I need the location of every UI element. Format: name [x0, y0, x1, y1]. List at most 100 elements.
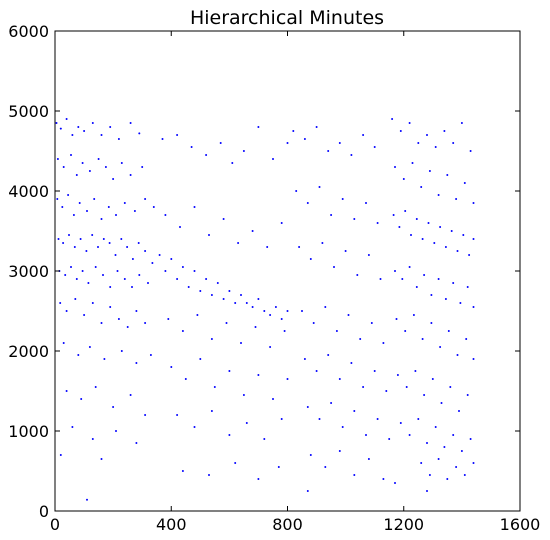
data-point	[56, 158, 59, 160]
data-point	[242, 150, 245, 152]
data-point	[115, 214, 117, 216]
data-point	[459, 302, 462, 304]
data-point	[324, 466, 327, 468]
data-point	[116, 270, 119, 272]
data-point	[129, 122, 132, 124]
data-point	[472, 358, 475, 360]
data-point	[102, 238, 105, 240]
data-point	[120, 350, 123, 352]
data-point	[83, 314, 86, 316]
data-point	[272, 398, 274, 400]
data-point	[208, 234, 210, 236]
data-point	[234, 302, 237, 304]
data-point	[350, 154, 353, 156]
data-point	[404, 330, 407, 332]
data-point	[472, 202, 475, 204]
data-point	[91, 122, 94, 124]
data-point	[469, 438, 472, 440]
data-point	[286, 378, 289, 380]
data-point	[286, 310, 289, 312]
data-point	[468, 254, 471, 256]
data-point	[449, 386, 452, 388]
data-point	[344, 250, 347, 252]
data-point	[430, 322, 433, 324]
data-point	[83, 130, 86, 132]
data-point	[193, 270, 196, 272]
data-point	[382, 342, 385, 344]
data-point	[193, 206, 196, 208]
data-point	[338, 450, 341, 452]
data-point	[423, 394, 426, 396]
data-point	[75, 278, 78, 280]
data-point	[176, 278, 179, 280]
data-point	[228, 290, 231, 292]
data-point	[405, 386, 408, 388]
data-point	[353, 474, 356, 476]
data-point	[318, 418, 321, 420]
data-point	[117, 138, 120, 140]
data-point	[88, 346, 91, 348]
data-point	[439, 226, 442, 228]
data-point	[446, 174, 449, 176]
data-point	[394, 482, 396, 484]
data-point	[234, 462, 237, 464]
data-point	[257, 126, 260, 128]
data-point	[428, 474, 431, 476]
data-point	[423, 274, 426, 276]
data-point	[341, 426, 344, 428]
data-point	[466, 394, 469, 396]
data-point	[56, 198, 59, 200]
data-point	[170, 366, 173, 368]
data-point	[431, 378, 434, 380]
data-point	[138, 274, 141, 276]
data-point	[362, 134, 365, 136]
data-point	[277, 466, 280, 468]
data-point	[75, 174, 78, 176]
data-point	[120, 238, 123, 240]
data-point	[57, 238, 60, 240]
data-point	[131, 286, 133, 288]
data-point	[365, 202, 367, 204]
data-point	[450, 230, 453, 232]
data-point	[109, 306, 112, 308]
data-point	[395, 318, 398, 320]
data-point	[251, 306, 254, 308]
data-point	[102, 274, 104, 276]
data-point	[257, 374, 260, 376]
data-point	[199, 290, 202, 292]
data-point	[415, 286, 418, 288]
data-point	[327, 354, 330, 356]
data-point	[144, 198, 147, 200]
data-point	[298, 246, 301, 248]
data-point	[309, 258, 312, 260]
data-point	[376, 418, 379, 420]
data-point	[338, 142, 341, 144]
data-point	[280, 318, 283, 320]
data-point	[117, 318, 120, 320]
data-point	[81, 162, 84, 164]
data-point	[443, 446, 446, 448]
data-point	[362, 386, 365, 388]
data-point	[107, 206, 110, 208]
plot-frame	[54, 30, 521, 512]
chart-title: Hierarchical Minutes	[190, 7, 384, 29]
data-point	[242, 394, 245, 396]
data-point	[59, 454, 62, 456]
data-point	[394, 270, 396, 272]
data-point	[138, 132, 141, 135]
data-point	[133, 210, 136, 212]
data-point	[131, 258, 134, 260]
data-point	[410, 234, 412, 236]
data-point	[245, 302, 248, 304]
data-point	[91, 302, 94, 304]
data-point	[245, 422, 248, 424]
data-point	[91, 234, 94, 236]
data-point	[208, 474, 210, 476]
data-point	[295, 190, 298, 192]
data-point	[465, 338, 468, 340]
data-point	[254, 326, 257, 328]
data-point	[472, 306, 475, 308]
data-point	[79, 238, 82, 240]
data-point	[86, 498, 88, 501]
